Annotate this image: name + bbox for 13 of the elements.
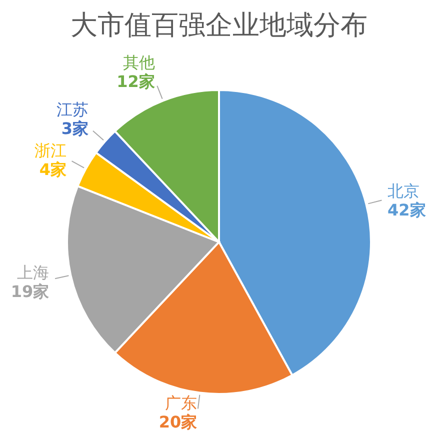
slice-label: 其他 <box>122 53 155 72</box>
data-label: 12家 <box>116 72 155 92</box>
slice-label: 上海 <box>17 262 50 282</box>
data-label: 4家 <box>39 160 67 180</box>
data-label: 19家 <box>10 282 50 301</box>
chart-title: 大市值百强企业地域分布 <box>70 10 368 41</box>
slice-label: 北京 <box>388 182 420 201</box>
slice-label: 浙江 <box>34 141 67 160</box>
data-label: 20家 <box>158 412 198 432</box>
slice-label: 江苏 <box>56 100 88 119</box>
data-label: 42家 <box>388 200 426 220</box>
slice-label: 广东 <box>165 394 198 413</box>
data-label: 3家 <box>61 118 88 138</box>
